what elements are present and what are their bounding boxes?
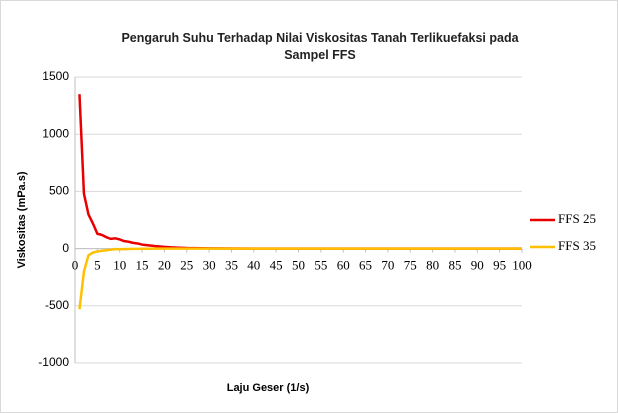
x-tick-label: 15 [136,258,149,273]
x-tick-label: 85 [448,258,461,273]
x-tick-label: 5 [94,258,101,273]
x-tick-label: 100 [512,258,532,273]
x-tick-label: 35 [225,258,238,273]
x-tick-label: 10 [113,258,126,273]
x-tick-label: 95 [493,258,506,273]
y-tick-label: 500 [49,184,69,198]
x-axis-label: Laju Geser (1/s) [227,382,310,394]
y-tick-label: -1000 [38,355,69,369]
x-tick-label: 0 [72,258,79,273]
x-tick-label: 65 [359,258,372,273]
y-tick-label: 1000 [42,126,69,140]
legend-label: FFS 25 [558,211,596,226]
chart-title: Pengaruh Suhu Terhadap Nilai Viskositas … [121,31,519,62]
x-tick-label: 75 [404,258,417,273]
y-tick-label: -500 [45,298,69,312]
y-tick-label: 1500 [42,69,69,83]
data-line [78,247,522,310]
x-tick-label: 70 [381,258,394,273]
y-tick-label: 0 [62,241,69,255]
y-axis-label: Viskositas (mPa.s) [16,171,28,268]
legend-label: FFS 35 [558,238,596,253]
x-tick-label: 25 [180,258,193,273]
x-tick-label: 20 [158,258,171,273]
x-tick-label: 30 [203,258,216,273]
x-tick-label: 80 [426,258,439,273]
x-tick-label: 40 [247,258,260,273]
x-tick-label: 45 [270,258,283,273]
x-tick-label: 55 [314,258,327,273]
x-tick-label: 90 [471,258,484,273]
x-tick-label: 60 [337,258,350,273]
x-tick-label: 50 [292,258,305,273]
